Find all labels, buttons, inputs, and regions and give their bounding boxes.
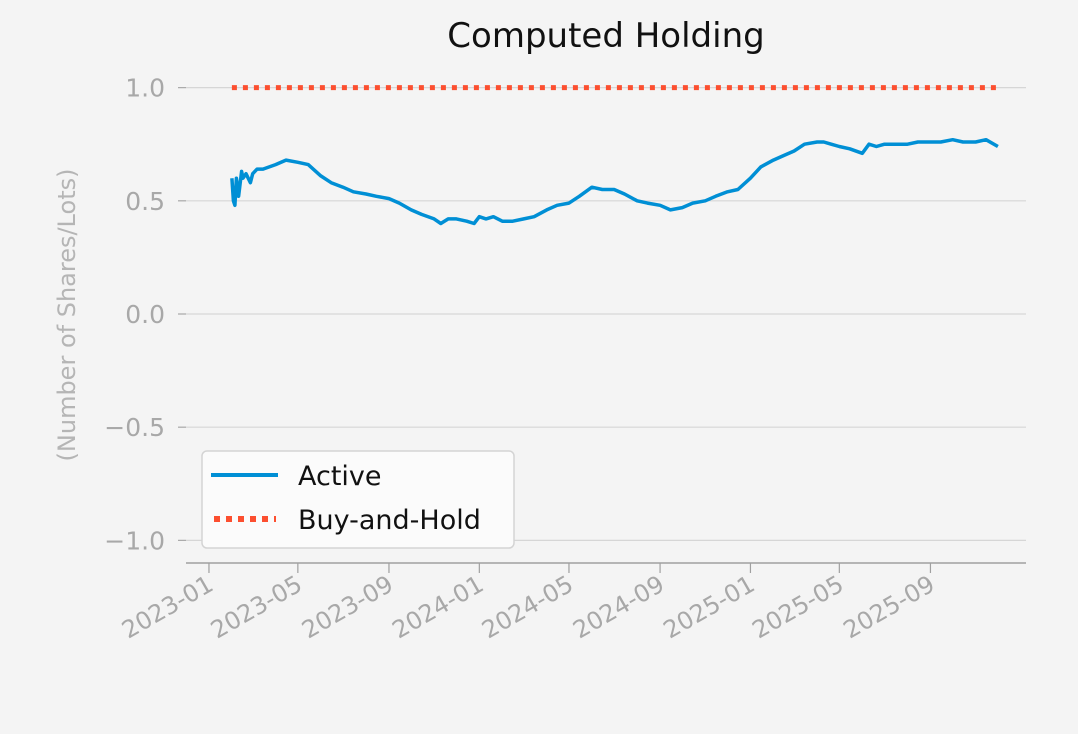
y-tick-label: 1.0 — [125, 74, 165, 103]
x-tick-label: 2023-05 — [206, 570, 307, 644]
axis-layer: 1.00.50.0−0.5−1.02023-012023-052023-0920… — [104, 74, 1026, 644]
y-tick-label: 0.5 — [125, 187, 165, 216]
legend-box — [201, 450, 515, 549]
y-axis-label: (Number of Shares/Lots) — [53, 169, 81, 462]
series-layer — [230, 85, 999, 226]
x-tick-label: 2025-05 — [747, 570, 848, 644]
x-tick-label: 2024-01 — [387, 570, 488, 644]
x-tick-label: 2024-09 — [568, 570, 669, 644]
legend-label-active: Active — [298, 461, 382, 492]
series-line-active — [230, 137, 999, 226]
x-tick-label: 2024-05 — [477, 570, 578, 644]
x-tick-label: 2025-01 — [659, 570, 760, 644]
y-tick-label: −0.5 — [104, 413, 165, 442]
y-tick-label: 0.0 — [125, 300, 165, 329]
x-tick-label: 2025-09 — [839, 570, 940, 644]
x-tick-label: 2023-09 — [297, 570, 398, 644]
chart-title: Computed Holding — [447, 16, 764, 56]
y-tick-label: −1.0 — [104, 526, 165, 555]
legend-label-buy-and-hold: Buy-and-Hold — [298, 505, 481, 536]
x-tick-label: 2023-01 — [117, 570, 218, 644]
legend: Active Buy-and-Hold — [201, 450, 515, 549]
